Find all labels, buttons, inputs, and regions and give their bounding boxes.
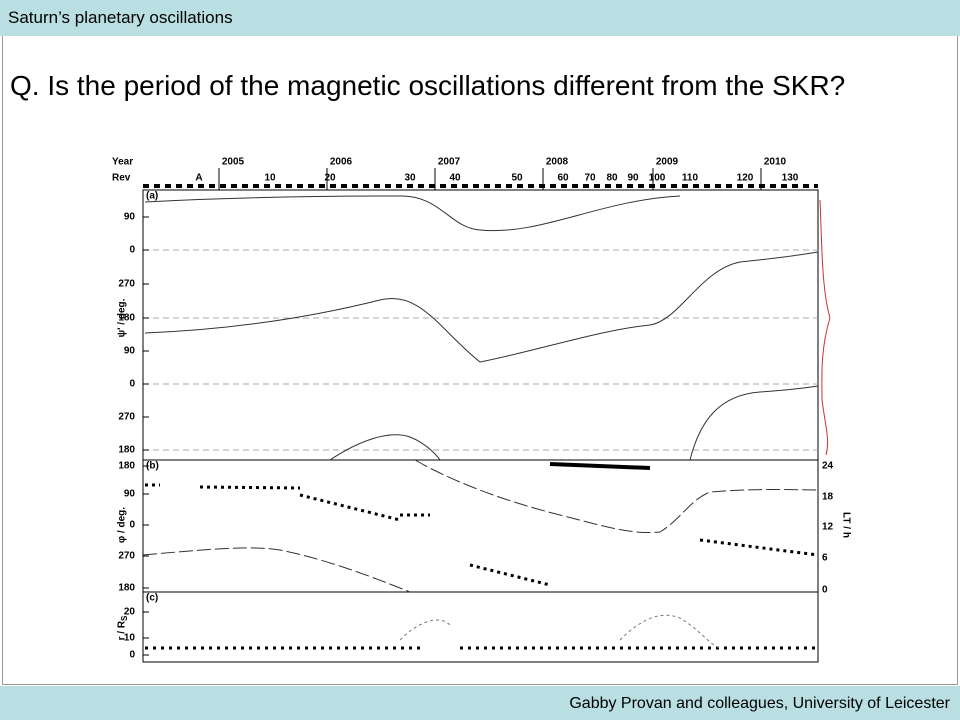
rev-tick-label: 30 xyxy=(404,173,416,184)
panel-b-frame xyxy=(142,459,819,593)
y-tick-label: 270 xyxy=(118,279,135,290)
year-tick-label: 2007 xyxy=(438,157,461,168)
footer-text: Gabby Provan and colleagues, University … xyxy=(569,695,950,712)
rev-label: Rev xyxy=(112,173,131,184)
year-tick-label: 2010 xyxy=(764,157,787,168)
rev-tick-label: 60 xyxy=(557,173,569,184)
right-axis-label: LT / h xyxy=(840,512,851,538)
y-tick-label: 90 xyxy=(124,489,136,500)
year-tick-label: 2005 xyxy=(222,157,245,168)
panel-label: (c) xyxy=(146,593,158,604)
panel-label: (b) xyxy=(146,461,159,472)
rev-tick-label: 10 xyxy=(264,173,276,184)
y-tick-label: 0 xyxy=(129,379,135,390)
right-tick-label: 6 xyxy=(822,553,828,564)
rev-tick-label: 70 xyxy=(584,173,596,184)
y-tick-label: 0 xyxy=(129,245,135,256)
y-tick-label: 0 xyxy=(129,650,135,661)
axes xyxy=(142,184,819,663)
rev-tick-label: 40 xyxy=(449,173,461,184)
rev-tick-label: 110 xyxy=(682,173,699,184)
y-tick-label: 20 xyxy=(124,607,136,618)
rev-tick-label: 20 xyxy=(324,173,336,184)
rev-tick-label: 120 xyxy=(737,173,754,184)
y-tick-label: 180 xyxy=(118,583,135,594)
y-axis-label: ψ' / deg. xyxy=(117,298,128,337)
right-tick-label: 0 xyxy=(822,585,828,596)
year-tick-label: 2009 xyxy=(656,157,679,168)
rev-tick-label: 90 xyxy=(627,173,639,184)
year-tick-label: 2006 xyxy=(330,157,353,168)
y-tick-label: 180 xyxy=(118,461,135,472)
year-tick-label: 2008 xyxy=(546,157,569,168)
rev-tick-label: 50 xyxy=(511,173,523,184)
content-frame xyxy=(2,36,958,685)
y-tick-label: 270 xyxy=(118,412,135,423)
footer-bar: Gabby Provan and colleagues, University … xyxy=(0,686,960,720)
rev-tick-label: 100 xyxy=(649,173,666,184)
panel-label: (a) xyxy=(146,191,158,202)
panel-c-frame xyxy=(142,591,819,663)
slide-title: Saturn’s planetary oscillations xyxy=(8,8,233,27)
dashed-lines xyxy=(143,249,818,451)
year-label: Year xyxy=(112,157,133,168)
model-curves xyxy=(142,195,831,650)
right-tick-label: 18 xyxy=(822,492,834,503)
rev-tick-label: 80 xyxy=(606,173,618,184)
rev-tick-label: A xyxy=(195,173,202,184)
right-tick-label: 24 xyxy=(822,461,834,472)
y-axis-label: r / RS xyxy=(117,615,129,640)
y-tick-label: 270 xyxy=(118,551,135,562)
title-bar: Saturn’s planetary oscillations xyxy=(0,0,960,36)
right-tick-label: 12 xyxy=(822,522,834,533)
question: Q. Is the period of the magnetic oscilla… xyxy=(10,70,846,101)
y-tick-label: 90 xyxy=(124,212,136,223)
y-axis-subscript: S xyxy=(120,615,129,621)
y-axis-label: φ / deg. xyxy=(117,507,128,543)
y-tick-label: 180 xyxy=(118,445,135,456)
y-tick-label: 180 xyxy=(118,313,135,324)
y-tick-label: 10 xyxy=(124,633,136,644)
y-tick-label: 90 xyxy=(124,346,136,357)
rev-tick-label: 130 xyxy=(782,173,799,184)
y-tick-label: 0 xyxy=(129,520,135,531)
